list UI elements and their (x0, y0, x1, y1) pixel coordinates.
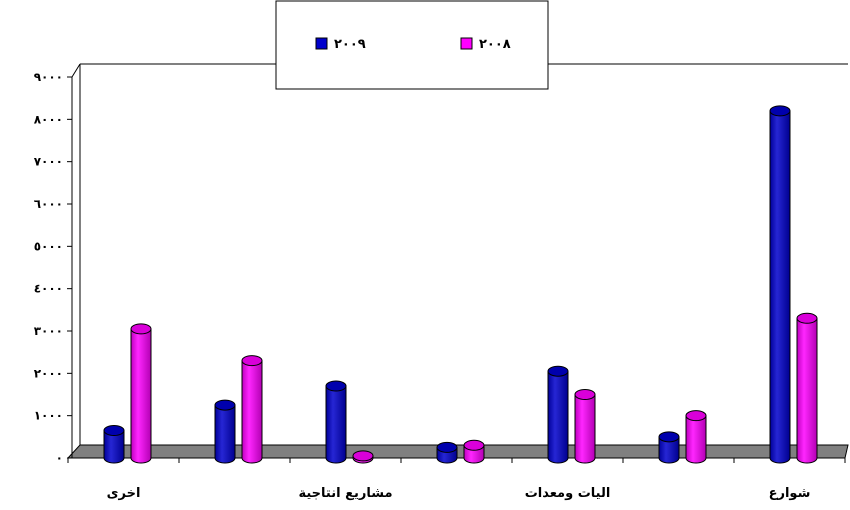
bar-٢٠٠٩-3 (436, 441, 458, 464)
y-tick-label: ٢٠٠٠ (34, 366, 63, 380)
bar-٢٠٠٩-2 (547, 365, 569, 464)
legend-swatch (460, 37, 473, 50)
x-category-label: مشاريع انتاجية (298, 486, 392, 501)
bar-٢٠٠٨-3 (463, 439, 485, 464)
y-tick-label: ١٠٠٠ (34, 409, 63, 423)
bar-٢٠٠٨-1 (685, 410, 707, 464)
x-category-label: اخرى (107, 486, 141, 501)
y-tick-label: ٧٠٠٠ (34, 155, 63, 169)
wall-corner (71, 63, 81, 78)
legend-swatch (315, 37, 328, 50)
bar-٢٠٠٨-2 (574, 389, 596, 464)
x-category-label: شوارع (769, 486, 811, 501)
bar-٢٠٠٨-4 (352, 450, 374, 464)
bar-٢٠٠٩-6 (103, 424, 125, 464)
bar-٢٠٠٩-1 (658, 431, 680, 464)
x-category-label: اليات ومعدات (525, 486, 611, 501)
y-tick-label: ٨٠٠٠ (34, 112, 63, 126)
bar-٢٠٠٩-5 (214, 399, 236, 464)
legend-label: ٢٠٠٨ (479, 37, 511, 52)
bar-٢٠٠٨-0 (796, 312, 818, 464)
y-tick-label: ٤٠٠٠ (34, 282, 63, 296)
y-tick-label: ٦٠٠٠ (34, 197, 63, 211)
bar-٢٠٠٨-6 (130, 323, 152, 464)
bar-٢٠٠٩-4 (325, 380, 347, 464)
chart-floor (66, 444, 849, 459)
y-tick-label: ٩٠٠٠ (34, 70, 63, 84)
y-tick-label: ٣٠٠٠ (34, 324, 63, 338)
bar-٢٠٠٨-5 (241, 355, 263, 464)
legend-label: ٢٠٠٩ (334, 37, 366, 52)
y-tick-label: ٥٠٠٠ (34, 239, 63, 253)
y-tick-label: ٠ (56, 451, 63, 465)
bar-٢٠٠٩-0 (769, 105, 791, 464)
